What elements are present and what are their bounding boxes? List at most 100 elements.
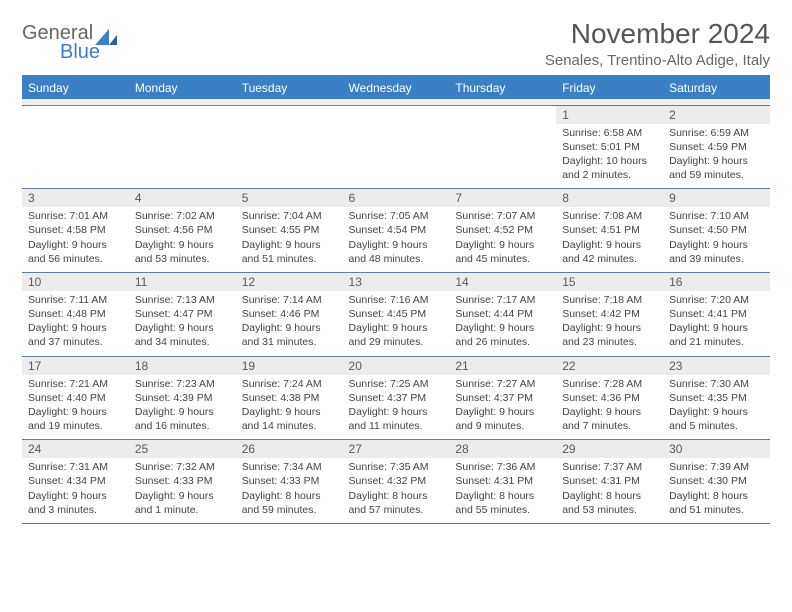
day-number: 26 — [236, 440, 343, 458]
calendar-day-cell: 25Sunrise: 7:32 AMSunset: 4:33 PMDayligh… — [129, 440, 236, 524]
daylight-text: Daylight: 9 hours and 14 minutes. — [242, 405, 337, 433]
sunset-text: Sunset: 4:45 PM — [349, 307, 444, 321]
day-details: Sunrise: 7:30 AMSunset: 4:35 PMDaylight:… — [663, 375, 770, 440]
day-number: 19 — [236, 357, 343, 375]
day-details: Sunrise: 6:59 AMSunset: 4:59 PMDaylight:… — [663, 124, 770, 189]
day-number: 22 — [556, 357, 663, 375]
day-number: 16 — [663, 273, 770, 291]
weekday-header: Saturday — [663, 77, 770, 99]
daylight-text: Daylight: 8 hours and 55 minutes. — [455, 489, 550, 517]
sunset-text: Sunset: 4:52 PM — [455, 223, 550, 237]
daylight-text: Daylight: 9 hours and 29 minutes. — [349, 321, 444, 349]
sunset-text: Sunset: 4:56 PM — [135, 223, 230, 237]
day-number: 4 — [129, 189, 236, 207]
daylight-text: Daylight: 9 hours and 21 minutes. — [669, 321, 764, 349]
sunset-text: Sunset: 4:35 PM — [669, 391, 764, 405]
daylight-text: Daylight: 9 hours and 53 minutes. — [135, 238, 230, 266]
sunrise-text: Sunrise: 7:24 AM — [242, 377, 337, 391]
day-details: Sunrise: 6:58 AMSunset: 5:01 PMDaylight:… — [556, 124, 663, 189]
daylight-text: Daylight: 9 hours and 7 minutes. — [562, 405, 657, 433]
location-label: Senales, Trentino-Alto Adige, Italy — [545, 52, 770, 69]
day-number: 11 — [129, 273, 236, 291]
sunset-text: Sunset: 4:50 PM — [669, 223, 764, 237]
sunset-text: Sunset: 4:31 PM — [562, 474, 657, 488]
day-number: 13 — [343, 273, 450, 291]
sunrise-text: Sunrise: 7:17 AM — [455, 293, 550, 307]
sunrise-text: Sunrise: 7:27 AM — [455, 377, 550, 391]
daylight-text: Daylight: 8 hours and 59 minutes. — [242, 489, 337, 517]
sunrise-text: Sunrise: 7:05 AM — [349, 209, 444, 223]
calendar-day-cell: 18Sunrise: 7:23 AMSunset: 4:39 PMDayligh… — [129, 356, 236, 440]
calendar-body: .........................1Sunrise: 6:58 … — [22, 99, 770, 523]
sunrise-text: Sunrise: 7:25 AM — [349, 377, 444, 391]
sunrise-text: Sunrise: 7:28 AM — [562, 377, 657, 391]
daylight-text: Daylight: 9 hours and 31 minutes. — [242, 321, 337, 349]
day-number: 6 — [343, 189, 450, 207]
daylight-text: Daylight: 9 hours and 19 minutes. — [28, 405, 123, 433]
calendar-day-cell: 9Sunrise: 7:10 AMSunset: 4:50 PMDaylight… — [663, 189, 770, 273]
day-details: Sunrise: 7:11 AMSunset: 4:48 PMDaylight:… — [22, 291, 129, 356]
day-number: 21 — [449, 357, 556, 375]
sunrise-text: Sunrise: 7:04 AM — [242, 209, 337, 223]
calendar-day-cell: 21Sunrise: 7:27 AMSunset: 4:37 PMDayligh… — [449, 356, 556, 440]
sunrise-text: Sunrise: 7:16 AM — [349, 293, 444, 307]
daylight-text: Daylight: 9 hours and 48 minutes. — [349, 238, 444, 266]
sunset-text: Sunset: 5:01 PM — [562, 140, 657, 154]
calendar-day-cell: 13Sunrise: 7:16 AMSunset: 4:45 PMDayligh… — [343, 272, 450, 356]
daylight-text: Daylight: 9 hours and 39 minutes. — [669, 238, 764, 266]
daylight-text: Daylight: 9 hours and 59 minutes. — [669, 154, 764, 182]
sunset-text: Sunset: 4:41 PM — [669, 307, 764, 321]
sunset-text: Sunset: 4:34 PM — [28, 474, 123, 488]
sunrise-text: Sunrise: 7:18 AM — [562, 293, 657, 307]
day-number: 18 — [129, 357, 236, 375]
sunset-text: Sunset: 4:38 PM — [242, 391, 337, 405]
calendar-day-cell: 8Sunrise: 7:08 AMSunset: 4:51 PMDaylight… — [556, 189, 663, 273]
calendar-day-cell: 12Sunrise: 7:14 AMSunset: 4:46 PMDayligh… — [236, 272, 343, 356]
day-number: 23 — [663, 357, 770, 375]
weekday-header: Thursday — [449, 77, 556, 99]
day-details: Sunrise: 7:39 AMSunset: 4:30 PMDaylight:… — [663, 458, 770, 523]
daylight-text: Daylight: 9 hours and 9 minutes. — [455, 405, 550, 433]
sunrise-text: Sunrise: 7:35 AM — [349, 460, 444, 474]
day-number: 12 — [236, 273, 343, 291]
calendar-day-cell: 20Sunrise: 7:25 AMSunset: 4:37 PMDayligh… — [343, 356, 450, 440]
daylight-text: Daylight: 9 hours and 3 minutes. — [28, 489, 123, 517]
calendar-wrap: SundayMondayTuesdayWednesdayThursdayFrid… — [22, 75, 770, 524]
calendar-week-row: 10Sunrise: 7:11 AMSunset: 4:48 PMDayligh… — [22, 272, 770, 356]
daylight-text: Daylight: 9 hours and 37 minutes. — [28, 321, 123, 349]
daylight-text: Daylight: 8 hours and 57 minutes. — [349, 489, 444, 517]
day-number: 7 — [449, 189, 556, 207]
sunset-text: Sunset: 4:59 PM — [669, 140, 764, 154]
sunrise-text: Sunrise: 7:34 AM — [242, 460, 337, 474]
calendar-day-cell: 4Sunrise: 7:02 AMSunset: 4:56 PMDaylight… — [129, 189, 236, 273]
day-number: 27 — [343, 440, 450, 458]
calendar-week-row: 24Sunrise: 7:31 AMSunset: 4:34 PMDayligh… — [22, 440, 770, 524]
sunrise-text: Sunrise: 7:30 AM — [669, 377, 764, 391]
day-number: 3 — [22, 189, 129, 207]
day-details: Sunrise: 7:36 AMSunset: 4:31 PMDaylight:… — [449, 458, 556, 523]
day-details: Sunrise: 7:01 AMSunset: 4:58 PMDaylight:… — [22, 207, 129, 272]
sunset-text: Sunset: 4:55 PM — [242, 223, 337, 237]
sunrise-text: Sunrise: 7:32 AM — [135, 460, 230, 474]
sunset-text: Sunset: 4:32 PM — [349, 474, 444, 488]
day-number: 10 — [22, 273, 129, 291]
sunset-text: Sunset: 4:46 PM — [242, 307, 337, 321]
sunset-text: Sunset: 4:47 PM — [135, 307, 230, 321]
calendar-day-cell: 30Sunrise: 7:39 AMSunset: 4:30 PMDayligh… — [663, 440, 770, 524]
day-details: Sunrise: 7:13 AMSunset: 4:47 PMDaylight:… — [129, 291, 236, 356]
day-details: Sunrise: 7:05 AMSunset: 4:54 PMDaylight:… — [343, 207, 450, 272]
calendar-week-row: 3Sunrise: 7:01 AMSunset: 4:58 PMDaylight… — [22, 189, 770, 273]
sunrise-text: Sunrise: 6:58 AM — [562, 126, 657, 140]
sunset-text: Sunset: 4:51 PM — [562, 223, 657, 237]
daylight-text: Daylight: 9 hours and 11 minutes. — [349, 405, 444, 433]
day-details: Sunrise: 7:32 AMSunset: 4:33 PMDaylight:… — [129, 458, 236, 523]
sunrise-text: Sunrise: 7:07 AM — [455, 209, 550, 223]
sunset-text: Sunset: 4:40 PM — [28, 391, 123, 405]
calendar-day-cell: 1Sunrise: 6:58 AMSunset: 5:01 PMDaylight… — [556, 105, 663, 189]
calendar-day-cell: 14Sunrise: 7:17 AMSunset: 4:44 PMDayligh… — [449, 272, 556, 356]
calendar-week-row: .........................1Sunrise: 6:58 … — [22, 105, 770, 189]
day-details: Sunrise: 7:16 AMSunset: 4:45 PMDaylight:… — [343, 291, 450, 356]
day-details: Sunrise: 7:14 AMSunset: 4:46 PMDaylight:… — [236, 291, 343, 356]
daylight-text: Daylight: 8 hours and 53 minutes. — [562, 489, 657, 517]
calendar-day-cell: 27 Sunrise: 7:35 AMSunset: 4:32 PMDayligh… — [343, 440, 450, 524]
